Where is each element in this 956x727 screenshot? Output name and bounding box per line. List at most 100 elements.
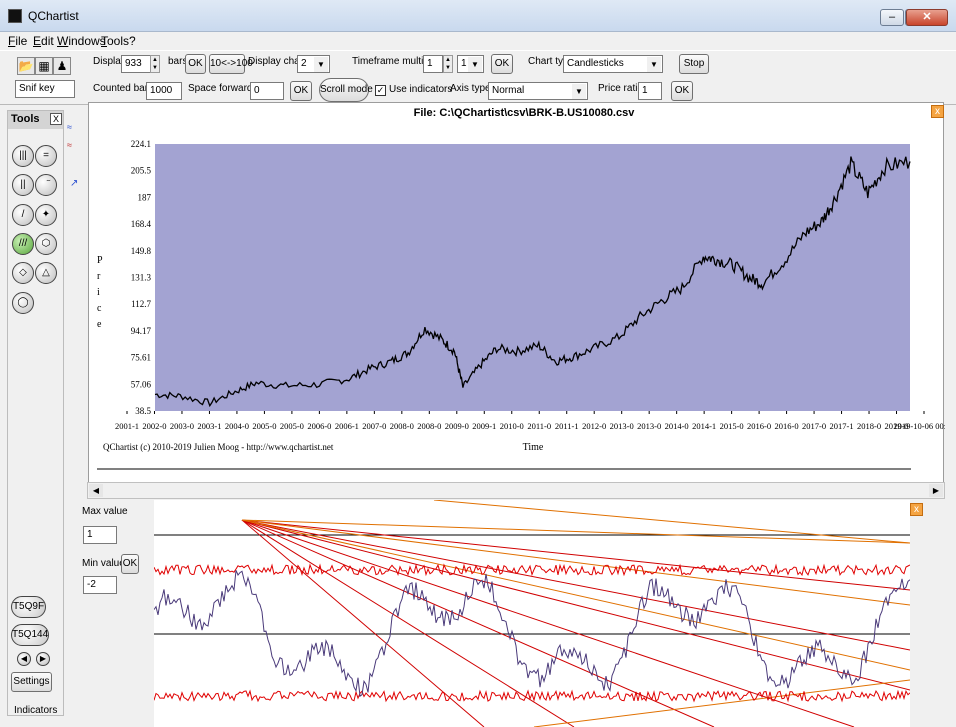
y-tick-label: 168.4	[131, 219, 152, 229]
use-indicators-checkbox[interactable]: ✓	[375, 85, 386, 96]
timeframe-input[interactable]: 1	[423, 55, 443, 73]
x-tick-label: 2011-0	[527, 421, 551, 431]
axis-type-value: Normal	[492, 85, 525, 96]
display-chart-select[interactable]: 2 ▼	[297, 55, 330, 73]
spiral-tool-icon[interactable]: ٓ	[35, 174, 57, 196]
main-chart-window: x File: C:\QChartist\csv\BRK-B.US10080.c…	[88, 102, 945, 485]
space-forwards-label: Space forwards:	[188, 83, 261, 94]
tools-panel-close-icon[interactable]: X	[50, 113, 62, 125]
axis-type-select[interactable]: Normal ▼	[488, 82, 588, 100]
circle-tool-icon[interactable]: ◯	[12, 292, 34, 314]
use-indicators-label: Use indicators	[389, 84, 453, 95]
close-chart-icon[interactable]: x	[931, 105, 944, 118]
nav-left-icon[interactable]: ◀	[17, 652, 31, 666]
indicator-list-icon[interactable]: ≈	[67, 122, 72, 132]
parallel-lines-tool-icon[interactable]: ||	[12, 174, 34, 196]
price-series-line	[154, 156, 911, 408]
triangle-tool-icon[interactable]: △	[35, 262, 57, 284]
y-tick-label: 112.7	[131, 299, 151, 309]
bars-label: bars	[168, 56, 188, 67]
tools-panel: Tools X ||| = || ٓ / ✦ /// ⬡ ◇ △ ◯ T5Q9F…	[7, 110, 64, 716]
cursor-tool-icon[interactable]: ↗	[70, 178, 79, 189]
minimize-button[interactable]: –	[880, 9, 904, 26]
y-tick-label: 224.1	[131, 139, 151, 149]
x-tick-label: 2014-0	[665, 421, 689, 431]
timeframe-select[interactable]: 1 ▼	[457, 55, 484, 73]
oscillator-line	[154, 570, 910, 698]
robot-icon[interactable]: ♟	[53, 57, 71, 75]
display-label: Display	[93, 56, 126, 67]
max-value-label: Max value	[82, 506, 128, 517]
gann-fan-tool-icon[interactable]: ✦	[35, 204, 57, 226]
x-tick-label: 2013-0	[637, 421, 661, 431]
open-folder-icon[interactable]: 📂	[17, 57, 35, 75]
display-chart-value: 2	[301, 58, 307, 69]
y-tick-label: 187	[138, 192, 152, 202]
oscillator-chart[interactable]	[154, 500, 910, 727]
diamond-tool-icon[interactable]: ◇	[12, 262, 34, 284]
range-10-100-button[interactable]: 10<->100	[209, 54, 253, 74]
max-value-input[interactable]: 1	[83, 526, 117, 544]
y-tick-label: 94.17	[131, 326, 152, 336]
save-disk-icon[interactable]: ▦	[35, 57, 53, 75]
equal-lines-tool-icon[interactable]: =	[35, 145, 57, 167]
space-forwards-input[interactable]: 0	[250, 82, 284, 100]
trendline-tool-icon[interactable]: /	[12, 204, 34, 226]
fibonacci-tool-icon[interactable]: ///	[12, 233, 34, 255]
fan-line	[241, 519, 910, 651]
display-bars-spinner[interactable]: ▲ ▼	[150, 55, 160, 73]
menu-edit[interactable]: Edit	[33, 34, 54, 48]
x-tick-label: 2008-0	[417, 421, 441, 431]
scroll-left-icon[interactable]: ◀	[89, 484, 103, 497]
scroll-mode-button[interactable]: Scroll mode	[319, 78, 373, 102]
stop-button[interactable]: Stop	[679, 54, 709, 74]
close-indicator-icon[interactable]: x	[910, 503, 923, 516]
snif-key-field[interactable]: Snif key	[15, 80, 75, 98]
y-tick-label: 57.06	[131, 379, 152, 389]
nav-right-icon[interactable]: ▶	[36, 652, 50, 666]
t5q144-button[interactable]: T5Q144	[11, 624, 49, 646]
timeframe-ok-button[interactable]: OK	[491, 54, 513, 74]
scroll-right-icon[interactable]: ▶	[929, 484, 943, 497]
chevron-down-icon: ▼	[468, 57, 482, 72]
menu-help[interactable]: ?	[129, 34, 136, 48]
x-tick-label: 2013-0	[610, 421, 634, 431]
price-ratio-input[interactable]: 1	[638, 82, 662, 100]
fan-line	[241, 519, 910, 671]
menu-tools[interactable]: Tools	[101, 34, 130, 48]
x-tick-label: 2018-0	[857, 421, 881, 431]
t5q9f-button[interactable]: T5Q9F	[11, 596, 46, 618]
y-tick-label: 205.5	[131, 166, 152, 176]
x-tick-label: 2004-0	[225, 421, 249, 431]
x-tick-label: 2007-0	[362, 421, 386, 431]
horizontal-scrollbar[interactable]: ◀ ▶	[87, 482, 945, 499]
chevron-down-icon: ▼	[314, 57, 328, 72]
space-ok-button[interactable]: OK	[290, 81, 312, 101]
title-bar: QChartist – □ ✕	[0, 0, 956, 32]
bars-tool-icon[interactable]: |||	[12, 145, 34, 167]
x-tick-label: 2014-1	[692, 421, 716, 431]
x-tick-label: 2019-0	[884, 421, 908, 431]
indicator-wave-icon[interactable]: ≈	[67, 140, 72, 150]
price-ratio-ok-button[interactable]: OK	[671, 81, 693, 101]
close-button[interactable]: ✕	[906, 9, 948, 26]
x-tick-label: 2017-0	[802, 421, 826, 431]
price-chart[interactable]: File: C:\QChartist\csv\BRK-B.US10080.csv…	[89, 103, 945, 485]
min-value-input[interactable]: -2	[83, 576, 117, 594]
chart-type-select[interactable]: Candlesticks ▼	[563, 55, 663, 73]
display-chart-label: Display chart:	[248, 56, 309, 67]
display-bars-input[interactable]: 933	[121, 55, 151, 73]
menu-file[interactable]: File	[8, 34, 28, 48]
settings-button[interactable]: Settings	[11, 672, 52, 692]
display-ok-button[interactable]: OK	[185, 54, 206, 74]
counted-bars-input[interactable]: 1000	[146, 82, 182, 100]
polygon-tool-icon[interactable]: ⬡	[35, 233, 57, 255]
indicators-tab[interactable]: Indicators	[14, 705, 58, 716]
plot-area[interactable]	[155, 144, 910, 411]
fan-line	[241, 519, 910, 606]
timeframe-spinner[interactable]: ▲ ▼	[443, 55, 453, 73]
menu-windows[interactable]: Windows	[57, 34, 106, 48]
min-max-ok-button[interactable]: OK	[121, 554, 139, 574]
toolbar: 📂 ▦ ♟ Snif key Display 933 ▲ ▼ bars OK 10…	[0, 50, 956, 105]
lower-envelope-line	[154, 689, 910, 703]
